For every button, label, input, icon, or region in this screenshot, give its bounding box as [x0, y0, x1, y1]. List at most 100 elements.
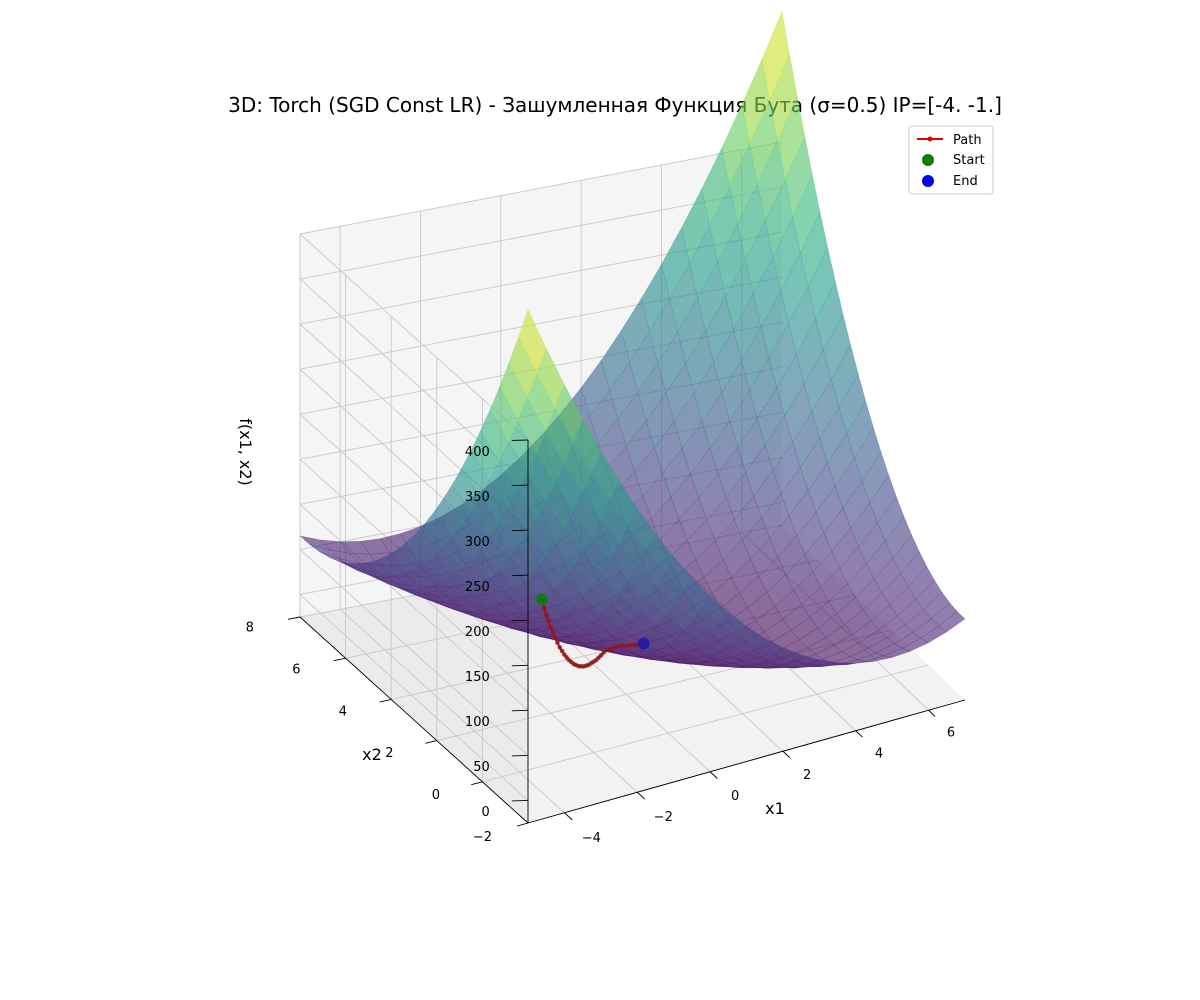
surface-face	[721, 360, 750, 422]
surface-face	[665, 362, 695, 423]
surface-face	[498, 507, 528, 549]
grid-z-left	[299, 594, 529, 801]
surface-face	[582, 472, 611, 521]
x-tick	[709, 771, 718, 779]
surface-face	[745, 444, 774, 497]
path-point	[601, 650, 607, 655]
y-axis-line	[299, 616, 529, 824]
surface-face	[695, 660, 723, 667]
surface-face	[819, 406, 847, 464]
path-point	[552, 635, 558, 641]
surface-face	[714, 518, 743, 561]
surface-face	[844, 609, 872, 635]
surface-face	[729, 389, 758, 448]
surface-face	[849, 647, 877, 660]
surface-face	[442, 599, 474, 612]
grid-z-left	[299, 549, 529, 756]
surface-face	[697, 261, 726, 332]
surface-face	[803, 349, 832, 413]
tick-labels: −4 −2 0 2 4 6 −2 0 2 4 6 8 0 50 100 150 200 250 300 350 400	[246, 445, 955, 846]
surface-face	[867, 637, 896, 654]
surface-face	[661, 226, 690, 300]
grid-x-floor	[420, 593, 638, 793]
surface-face	[711, 651, 740, 664]
surface-face	[722, 662, 750, 669]
y-tick	[425, 740, 437, 744]
surface-face	[629, 330, 659, 393]
surface-face	[833, 633, 861, 652]
surface-face	[709, 420, 738, 475]
x-tick-label: 4	[875, 747, 883, 762]
surface-face	[489, 523, 519, 561]
x-tick	[564, 812, 573, 821]
surface-face	[498, 442, 528, 493]
surface-face	[734, 495, 762, 541]
surface-face	[756, 387, 785, 446]
y-axis-label: x2	[362, 745, 382, 764]
path-point	[627, 643, 632, 648]
path-point	[620, 643, 625, 648]
surface-face	[337, 560, 368, 575]
legend-path-marker	[927, 136, 933, 142]
y-tick-label: 0	[432, 788, 440, 803]
surface-face	[709, 186, 738, 264]
surface-face	[737, 418, 766, 473]
surface-face	[573, 551, 602, 587]
surface-face	[689, 225, 718, 299]
surface-face	[841, 641, 869, 657]
path-point	[559, 648, 565, 654]
y-tick	[287, 616, 301, 620]
z-tick-label: 200	[465, 625, 490, 640]
surface-face	[722, 539, 751, 578]
y-tick-label: 2	[385, 746, 393, 761]
y-tick-label: −2	[473, 830, 492, 845]
surface-face	[761, 493, 790, 539]
surface-face	[822, 651, 851, 663]
chart-title: 3D: Torch (SGD Const LR) - Зашумленная Ф…	[228, 93, 1002, 117]
surface-face	[847, 562, 875, 598]
z-tick-label: 350	[465, 490, 490, 505]
x-axis-label: x1	[765, 799, 785, 818]
surface-face	[461, 449, 490, 498]
x-tick-label: 0	[731, 789, 739, 804]
surface-face	[656, 615, 685, 639]
path-point	[557, 645, 563, 650]
x-tick-label: 2	[803, 768, 811, 783]
surface-face	[564, 606, 594, 629]
surface-face	[865, 655, 893, 662]
surface-face	[706, 496, 735, 542]
z-tick-label: 100	[465, 715, 490, 730]
surface-face	[574, 627, 604, 644]
z-tick-label: 300	[465, 535, 490, 550]
surface-face	[769, 515, 798, 558]
surface-face	[470, 430, 500, 482]
surface-face	[667, 657, 696, 665]
surface-face	[442, 575, 472, 598]
surface-face	[518, 308, 547, 375]
surface-face	[711, 576, 740, 609]
y-tick-label: 6	[292, 662, 300, 677]
z-axis-label: f(x1, x2)	[236, 418, 255, 486]
surface-face	[657, 644, 686, 659]
surface-face	[870, 604, 898, 631]
z-tick-label: 250	[465, 580, 490, 595]
surface-face	[555, 614, 585, 634]
surface-face	[413, 563, 444, 587]
path-point	[546, 618, 551, 624]
surface-face	[499, 596, 529, 618]
path-point	[605, 647, 610, 653]
surface-face	[508, 491, 537, 535]
surface-face	[703, 559, 732, 594]
surface-face	[777, 535, 806, 575]
grid-x-floor	[339, 609, 565, 814]
path-point	[550, 630, 556, 636]
surface-face	[565, 632, 595, 646]
end-marker	[637, 637, 650, 650]
x-tick	[636, 791, 646, 800]
surface-face	[873, 557, 901, 594]
legend-start-label: Start	[953, 153, 985, 168]
surface-face	[328, 549, 360, 564]
surface-face	[729, 144, 758, 225]
legend-end-label: End	[953, 174, 978, 189]
surface-face	[780, 466, 809, 517]
